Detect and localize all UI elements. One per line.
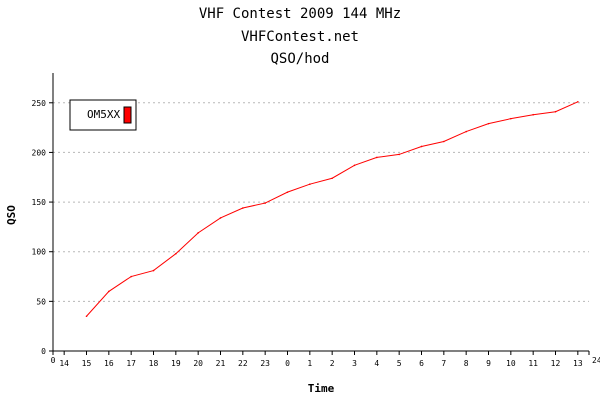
data-point (331, 177, 333, 180)
x-tick-label: 15 (82, 359, 92, 368)
x-tick-label: 0 (51, 356, 56, 365)
grid-lines (53, 102, 589, 302)
series-line (86, 101, 579, 317)
y-tick-label: 250 (32, 99, 47, 108)
x-tick-label: 22 (238, 359, 248, 368)
data-point (242, 207, 244, 209)
x-tick-label: 11 (528, 359, 538, 368)
data-point (152, 269, 155, 272)
x-tick-label: 18 (149, 359, 159, 368)
data-point (510, 117, 512, 120)
data-point (219, 217, 222, 219)
x-tick-label: 23 (260, 359, 270, 368)
chart-subtitle: VHFContest.net (240, 29, 359, 45)
x-tick-label: 3 (352, 359, 357, 368)
x-tick-label: 0 (285, 359, 290, 368)
legend-swatch (123, 106, 132, 124)
data-point (577, 100, 579, 103)
x-tick-label: 9 (486, 359, 491, 368)
data-point (465, 130, 467, 133)
y-tick-label: 150 (32, 198, 47, 207)
data-point (353, 164, 356, 167)
x-tick-label: 13 (573, 359, 583, 368)
x-tick-label: 12 (551, 359, 561, 368)
data-point (130, 275, 132, 278)
data-point (420, 145, 423, 148)
x-tick-label: 7 (441, 359, 446, 368)
y-axis-title: QSO (5, 205, 18, 225)
y-tick-label: 0 (41, 347, 46, 356)
x-tick-label: 10 (506, 359, 516, 368)
y-tick-label: 50 (36, 297, 46, 306)
legend: OM5XX (69, 99, 137, 131)
data-point (398, 153, 400, 156)
data-point (554, 110, 557, 113)
data-point (175, 252, 177, 255)
y-tick-label: 100 (32, 248, 47, 257)
data-point (376, 156, 378, 159)
x-tick-label: 2 (330, 359, 335, 368)
x-tick-label: 14 (59, 359, 69, 368)
x-tick-label: 4 (374, 359, 379, 368)
data-point (108, 290, 110, 293)
x-tick-label: 1 (307, 359, 312, 368)
x-tick-label: 16 (104, 359, 114, 368)
chart-metric-title: QSO/hod (270, 51, 330, 67)
legend-label: OM5XX (87, 108, 120, 121)
x-tick-label: 20 (193, 359, 203, 368)
data-point (264, 202, 266, 204)
x-tick-label: 21 (216, 359, 226, 368)
x-tick-label: 5 (397, 359, 402, 368)
data-point (85, 315, 88, 318)
chart-title: VHF Contest 2009 144 MHz (198, 6, 402, 22)
x-tick-label: 8 (464, 359, 469, 368)
data-point (309, 183, 311, 185)
data-point (487, 122, 490, 125)
x-tick-label: 17 (126, 359, 136, 368)
data-point (532, 113, 534, 116)
x-axis-title: Time (308, 382, 335, 395)
x-tick-label: 6 (419, 359, 424, 368)
x-tick-label: 19 (171, 359, 181, 368)
data-point (443, 140, 445, 143)
y-tick-label: 200 (32, 148, 47, 157)
x-tick-label: 24 (592, 356, 600, 365)
data-point (286, 191, 289, 193)
data-point (197, 232, 199, 234)
series-lines (85, 100, 579, 318)
